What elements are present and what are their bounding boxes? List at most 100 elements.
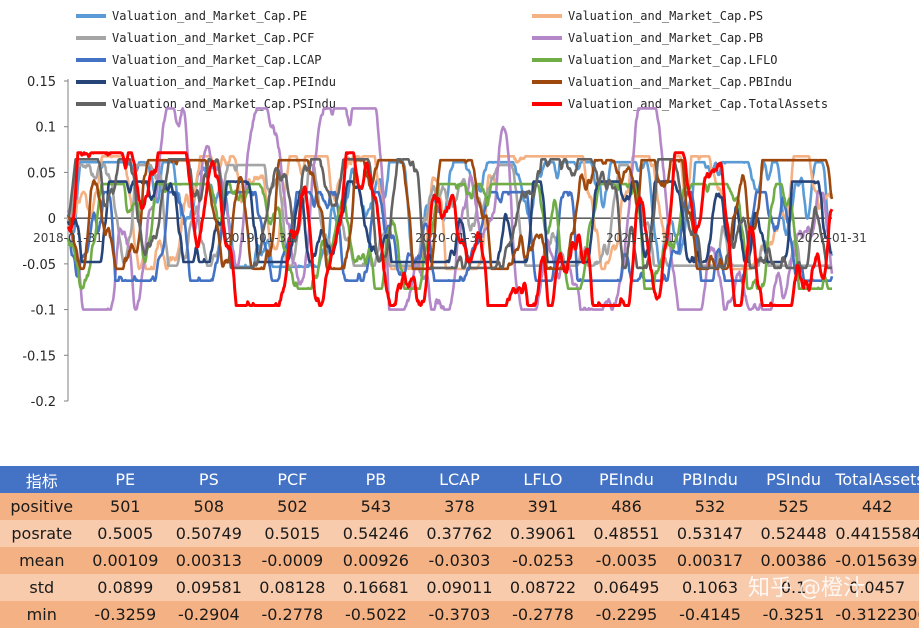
table-cell: 0.441558442 <box>835 520 919 547</box>
y-tick-label: -0.1 <box>31 304 56 319</box>
statistics-table: 指标 PE PS PCF PB LCAP LFLO PEIndu PBIndu PSIndu Tot… <box>0 466 919 628</box>
table-cell: mean <box>0 547 84 574</box>
series-line <box>66 180 833 264</box>
y-tick-label: 0.05 <box>27 166 56 181</box>
table-column-header: PEIndu <box>584 466 669 493</box>
legend-label: Valuation_and_Market_Cap.LFLO <box>568 53 778 67</box>
legend-label: Valuation_and_Market_Cap.PB <box>568 31 763 45</box>
table-cell: 543 <box>334 493 418 520</box>
x-tick-label: 2020-01-31 <box>415 231 485 245</box>
legend-label: Valuation_and_Market_Cap.PCF <box>112 31 314 45</box>
table-column-header: LCAP <box>417 466 502 493</box>
table-cell: 442 <box>835 493 919 520</box>
table-column-header: PB <box>334 466 418 493</box>
table-cell: -0.3703 <box>417 601 502 628</box>
chart-series-lines <box>66 107 834 311</box>
table-cell: 501 <box>83 493 168 520</box>
table-cell: 0.39061 <box>501 520 585 547</box>
table-cell: 508 <box>167 493 251 520</box>
legend-label: Valuation_and_Market_Cap.TotalAssets <box>568 97 828 111</box>
table-cell: -0.0253 <box>501 547 585 574</box>
x-tick-label: 2018-01-31 <box>33 231 103 245</box>
table-cell: posrate <box>0 520 84 547</box>
table-cell: 502 <box>250 493 335 520</box>
table-cell: -0.2904 <box>167 601 251 628</box>
legend-label: Valuation_and_Market_Cap.LCAP <box>112 53 322 67</box>
x-tick-label: 2021-01-31 <box>606 231 676 245</box>
table-cell: -0.3122306 <box>835 601 919 628</box>
table-row: mean 0.00109 0.00313 -0.0009 0.00926 -0.0303-… <box>0 547 919 574</box>
table-cell: -0.2295 <box>584 601 669 628</box>
table-cell: 0.53147 <box>668 520 752 547</box>
table-cell: -0.3259 <box>83 601 168 628</box>
table-cell: 0.1 <box>751 574 836 601</box>
table-cell: 532 <box>668 493 752 520</box>
table-cell: min <box>0 601 84 628</box>
table-row: min -0.3259 -0.2904 -0.2778 -0.5022 -0.3703 -0… <box>0 601 919 628</box>
legend-label: Valuation_and_Market_Cap.PSIndu <box>112 97 336 111</box>
watermark-text: 知乎 @橙汁 <box>748 576 865 601</box>
table-column-header: TotalAssets <box>835 466 919 493</box>
chart-legend: Valuation_and_Market_Cap.PE Valuation_and… <box>76 9 828 111</box>
table-cell: 391 <box>501 493 585 520</box>
table-cell: 0.00386 <box>751 547 836 574</box>
table-cell: 525 <box>751 493 836 520</box>
table-cell: 0.1063 <box>668 574 752 601</box>
chart-axes: 0.15 0.1 0.05 0 -0.05 -0.1 -0.15 -0.2 <box>22 75 832 410</box>
table-cell: -0.4145 <box>668 601 752 628</box>
table-cell: -0.0303 <box>417 547 502 574</box>
table-column-header: PBIndu <box>668 466 752 493</box>
table-cell: 0.00317 <box>668 547 752 574</box>
x-tick-label: 2022-01-31 <box>797 231 867 245</box>
table-cell: -0.2778 <box>250 601 335 628</box>
table-cell: positive <box>0 493 84 520</box>
table-cell: 0.00313 <box>167 547 251 574</box>
x-tick-label: 2019-01-31 <box>224 231 294 245</box>
y-tick-label: -0.05 <box>22 258 56 273</box>
table-cell: 0.0899 <box>83 574 168 601</box>
table-cell: 0.52448 <box>751 520 836 547</box>
table-row: std 0.0899 0.09581 0.08128 0.16681 0.09011 0.0… <box>0 574 919 601</box>
table-cell: 0.54246 <box>334 520 418 547</box>
table-cell: 0.5005 <box>83 520 168 547</box>
table-cell: 0.00926 <box>334 547 418 574</box>
legend-label: Valuation_and_Market_Cap.PE <box>112 9 307 23</box>
x-axis-ticks: 2018-01-31 2019-01-31 2020-01-31 2021-01-31… <box>33 231 867 245</box>
table-cell: -0.3251 <box>751 601 836 628</box>
table-cell: 0.08128 <box>250 574 335 601</box>
series-line <box>66 190 834 282</box>
table-cell: 0.08722 <box>501 574 585 601</box>
table-cell: -0.5022 <box>334 601 418 628</box>
series-line <box>66 158 833 270</box>
table-cell: 0.37762 <box>417 520 502 547</box>
legend-label: Valuation_and_Market_Cap.PS <box>568 9 763 23</box>
table-cell: -0.01563914 <box>835 547 919 574</box>
y-tick-label: 0 <box>48 212 56 227</box>
table-column-header: 指标 <box>0 466 84 493</box>
table-cell: 378 <box>417 493 502 520</box>
table-column-header: PSIndu <box>751 466 836 493</box>
table-row: posrate 0.5005 0.50749 0.5015 0.54246 0.37762… <box>0 520 919 547</box>
table-body: positive 501 508 502 543 378 391 486 532 525 442 po… <box>0 493 919 628</box>
table-cell: -0.0009 <box>250 547 335 574</box>
table-column-header: LFLO <box>501 466 585 493</box>
table-cell: 0.50749 <box>167 520 251 547</box>
table-cell: -0.2778 <box>501 601 585 628</box>
table-cell: 0.48551 <box>584 520 669 547</box>
table-cell: 0.0457 <box>835 574 919 601</box>
table-column-header: PCF <box>250 466 335 493</box>
table-cell: 0.06495 <box>584 574 669 601</box>
line-chart: Valuation_and_Market_Cap.PE Valuation_and… <box>22 9 867 410</box>
table-cell: 486 <box>584 493 669 520</box>
table-cell: std <box>0 574 84 601</box>
table-cell: 0.09011 <box>417 574 502 601</box>
table-row: positive 501 508 502 543 378 391 486 532 525 442 <box>0 493 919 520</box>
series-line <box>66 151 834 307</box>
legend-label: Valuation_and_Market_Cap.PBIndu <box>568 75 792 89</box>
y-tick-label: -0.15 <box>22 349 56 364</box>
table-cell: 0.00109 <box>83 547 168 574</box>
legend-label: Valuation_and_Market_Cap.PEIndu <box>112 75 336 89</box>
table-cell: -0.0035 <box>584 547 669 574</box>
y-tick-label: 0.1 <box>35 121 56 136</box>
y-tick-label: -0.2 <box>31 395 56 410</box>
